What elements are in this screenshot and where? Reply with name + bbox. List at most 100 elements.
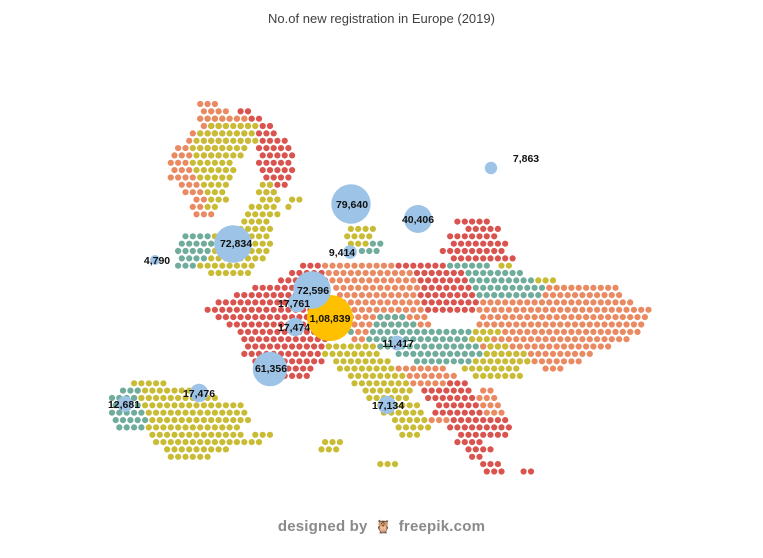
map-dot xyxy=(410,306,417,313)
map-dot xyxy=(410,321,417,328)
map-dot xyxy=(608,306,615,313)
map-dot xyxy=(204,409,211,416)
map-dot xyxy=(211,409,218,416)
map-dot xyxy=(638,306,645,313)
map-dot xyxy=(255,321,263,328)
map-dot xyxy=(289,343,296,350)
map-dot xyxy=(178,152,185,159)
map-dot xyxy=(410,350,417,357)
map-dot xyxy=(373,350,380,357)
map-dot xyxy=(377,314,384,321)
map-dot xyxy=(509,372,516,379)
map-dot xyxy=(230,167,237,174)
bubble-value-label: 72,596 xyxy=(297,285,329,297)
map-dot xyxy=(458,240,465,247)
map-dot xyxy=(502,372,509,379)
map-dot xyxy=(200,122,207,130)
map-dot xyxy=(524,343,531,350)
map-dot xyxy=(296,343,303,350)
map-dot xyxy=(182,453,189,460)
map-dot xyxy=(193,446,200,453)
map-dot xyxy=(465,431,472,438)
map-dot xyxy=(487,299,494,306)
map-dot xyxy=(432,409,439,416)
map-dot xyxy=(458,328,465,335)
map-dot xyxy=(178,417,185,424)
map-dot xyxy=(487,358,494,365)
map-dot xyxy=(425,365,432,372)
map-dot xyxy=(248,203,255,210)
map-dot xyxy=(461,424,468,431)
map-dot xyxy=(494,225,501,232)
map-dot xyxy=(483,424,490,431)
map-dot xyxy=(417,424,424,431)
map-dot xyxy=(322,350,329,357)
map-dot xyxy=(248,439,255,446)
map-dot xyxy=(259,167,266,174)
map-dot xyxy=(410,262,417,269)
map-dot xyxy=(549,350,557,357)
map-dot xyxy=(410,292,417,299)
map-dot xyxy=(476,233,483,240)
map-dot xyxy=(436,343,443,350)
map-dot xyxy=(443,402,450,409)
map-dot xyxy=(443,284,450,291)
registration-bubble xyxy=(285,317,305,337)
map-dot xyxy=(450,417,457,424)
map-dot xyxy=(560,343,568,350)
map-dot xyxy=(230,431,237,438)
map-dot xyxy=(513,350,520,357)
map-dot xyxy=(388,292,395,299)
map-dot xyxy=(560,299,568,306)
map-dot xyxy=(608,336,615,343)
map-dot xyxy=(362,358,369,365)
map-dot xyxy=(149,387,156,394)
map-dot xyxy=(222,417,229,424)
map-dot xyxy=(358,292,365,299)
map-dot xyxy=(252,328,259,335)
map-dot xyxy=(465,446,472,453)
map-dot xyxy=(380,262,387,269)
map-dot xyxy=(557,365,564,372)
map-dot xyxy=(458,358,465,365)
map-dot xyxy=(259,255,266,262)
map-dot xyxy=(509,358,516,365)
map-dot xyxy=(491,394,498,402)
map-dot xyxy=(178,255,185,262)
map-dot xyxy=(208,211,215,218)
map-dot xyxy=(263,233,270,240)
credit-brand: freepik.com xyxy=(398,518,486,535)
map-dot xyxy=(469,350,476,357)
map-dot xyxy=(171,446,178,453)
map-dot xyxy=(241,350,248,357)
map-dot xyxy=(627,299,634,306)
map-dot xyxy=(413,358,421,365)
map-dot xyxy=(480,328,487,335)
map-dot xyxy=(623,321,630,328)
map-dot xyxy=(318,446,325,453)
map-dot xyxy=(340,343,347,350)
map-dot xyxy=(160,409,167,416)
map-dot xyxy=(285,203,292,210)
map-dot xyxy=(366,394,373,402)
map-dot xyxy=(597,343,604,350)
map-dot xyxy=(472,446,479,453)
map-dot xyxy=(402,394,410,402)
map-dot xyxy=(197,203,204,210)
map-dot xyxy=(461,409,468,416)
map-dot xyxy=(281,152,288,159)
map-dot xyxy=(516,269,524,277)
map-dot xyxy=(226,174,233,181)
map-dot xyxy=(281,181,288,188)
registration-bubble xyxy=(484,161,498,175)
map-dot xyxy=(208,446,215,453)
map-dot xyxy=(535,336,542,343)
map-dot xyxy=(219,145,226,152)
map-dot xyxy=(476,306,483,313)
map-dot xyxy=(546,358,553,365)
map-dot xyxy=(259,328,266,335)
map-dot xyxy=(112,417,119,424)
map-dot xyxy=(439,247,446,255)
map-dot xyxy=(219,306,226,313)
map-dot xyxy=(447,380,454,387)
